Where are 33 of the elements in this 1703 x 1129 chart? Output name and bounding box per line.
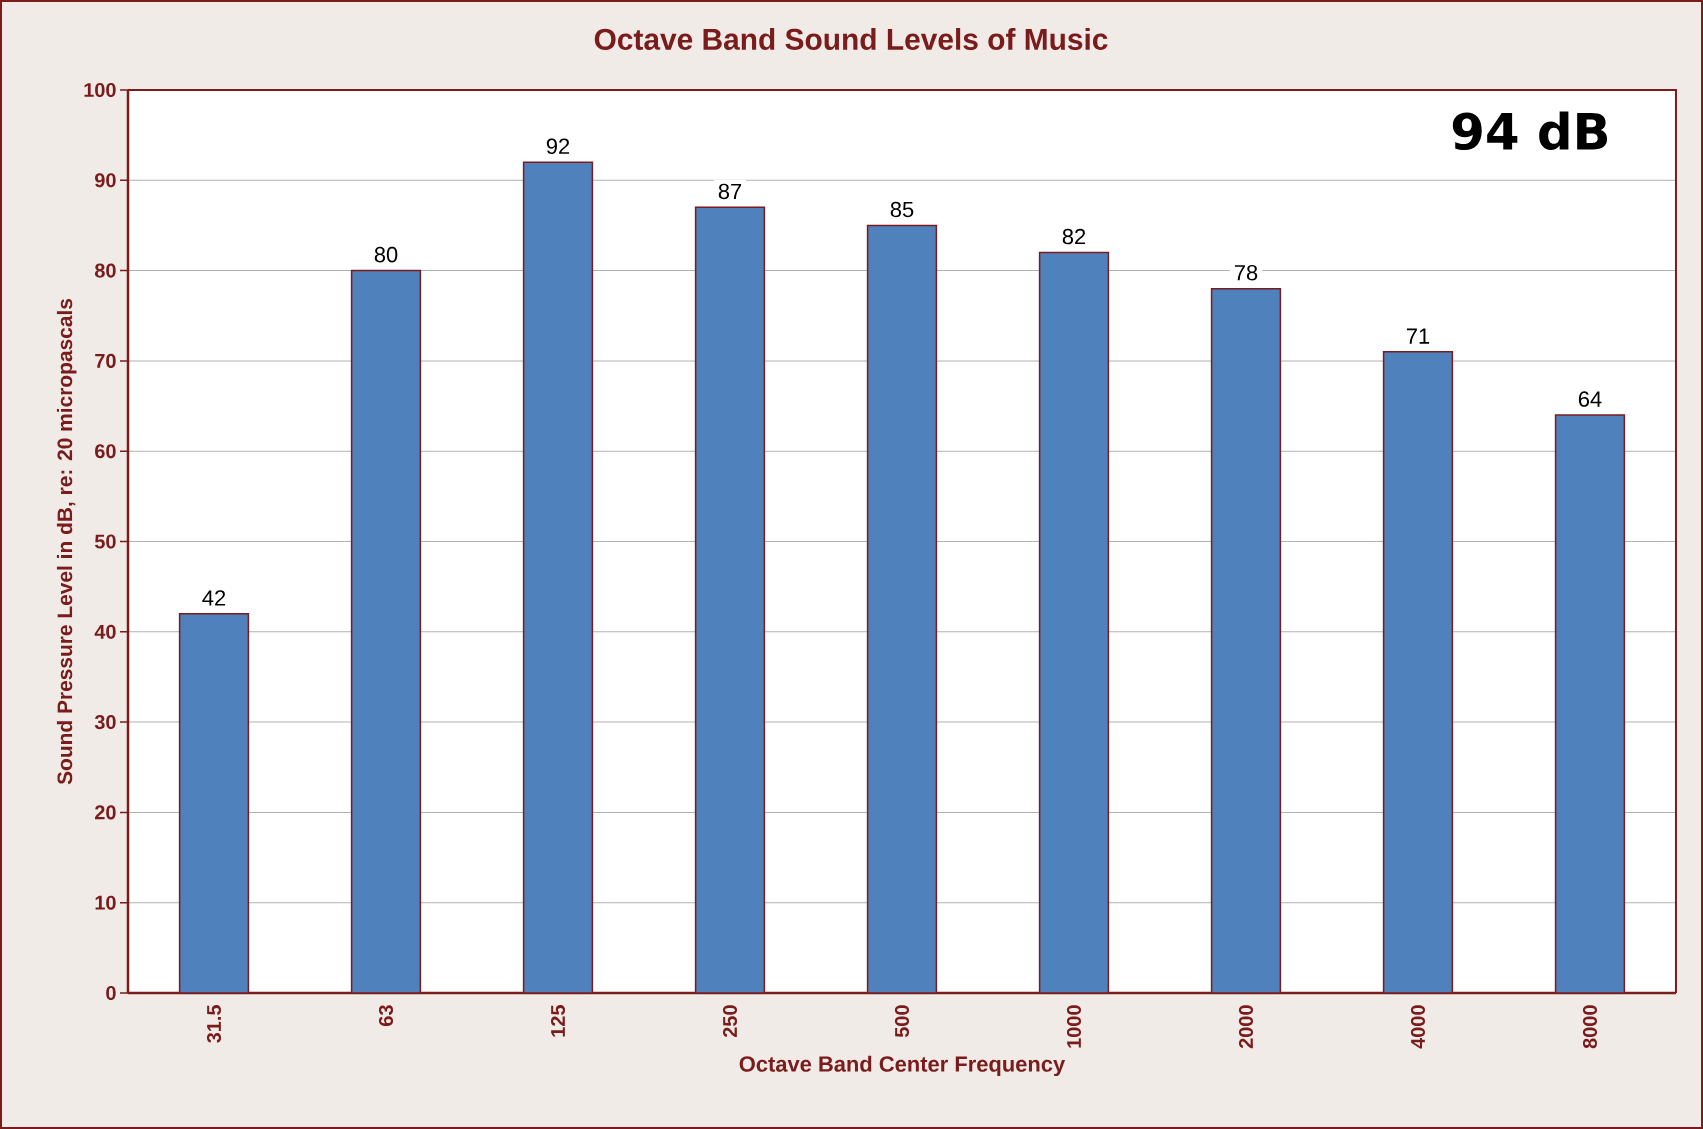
y-axis-title: Sound Pressure Level in dB, re: 20 micropascals — [56, 298, 77, 785]
y-tick-label: 50 — [94, 534, 116, 549]
x-tick-label: 2000 — [1238, 1005, 1254, 1049]
data-label: 80 — [374, 246, 398, 263]
x-tick-label: 31.5 — [206, 1005, 222, 1043]
y-tick-label: 20 — [95, 805, 116, 820]
data-label: 87 — [718, 183, 742, 200]
data-label: 71 — [1406, 328, 1430, 344]
y-tick-label: 60 — [95, 444, 116, 459]
data-label: 64 — [1578, 391, 1602, 407]
y-tick-label: 0 — [106, 985, 116, 1001]
y-tick-label: 80 — [94, 263, 116, 278]
y-tick-label: 10 — [95, 895, 116, 910]
data-label: 85 — [890, 201, 914, 218]
x-tick-label: 4000 — [1410, 1005, 1426, 1049]
x-tick-label: 63 — [378, 1005, 394, 1026]
data-label: 78 — [1234, 264, 1258, 281]
x-tick-label: 250 — [722, 1005, 738, 1038]
y-tick-label: 70 — [95, 353, 116, 368]
y-tick-label: 30 — [94, 715, 116, 730]
x-tick-label: 1000 — [1066, 1005, 1082, 1048]
chart-title: Octave Band Sound Levels of Music — [594, 28, 1108, 50]
y-tick-label: 100 — [84, 82, 116, 98]
data-label: 42 — [202, 590, 226, 606]
x-tick-label: 500 — [894, 1005, 910, 1038]
annotation: 94 dB — [1452, 111, 1608, 151]
data-label: 82 — [1062, 228, 1086, 245]
data-label: 92 — [546, 138, 570, 155]
y-tick-label: 40 — [94, 624, 116, 639]
x-axis-title: Octave Band Center Frequency — [739, 1055, 1066, 1077]
x-tick-label: 125 — [550, 1005, 566, 1037]
y-tick-label: 90 — [95, 173, 116, 188]
x-tick-label: 8000 — [1582, 1005, 1598, 1049]
